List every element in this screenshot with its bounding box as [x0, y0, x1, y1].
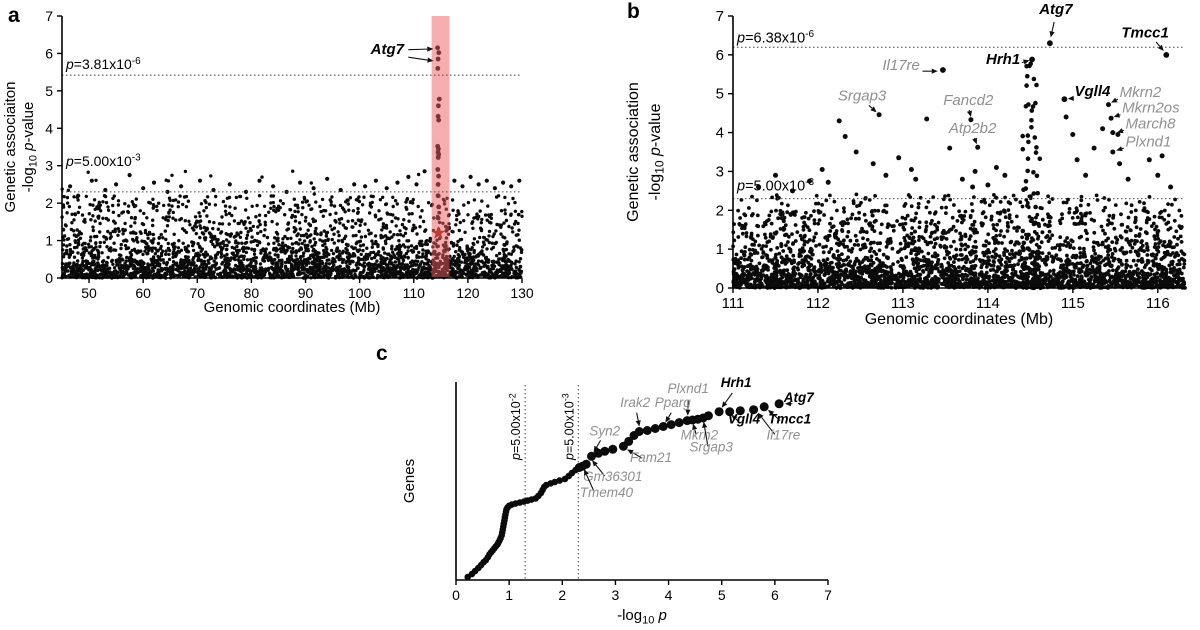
- gene-label-mkrn2os: Mkrn2os: [1122, 99, 1180, 116]
- axes: 50 60 70 80 90 100 110 120 130 0 1 2 3 4 5 6 7 Genomic co…: [45, 8, 534, 316]
- svg-text:Genetic associaiton: Genetic associaiton: [2, 82, 19, 213]
- gene-annotations: Atg7 Tmcc1 Hrh1 Il17re Vgll4 Srgap3 Fancd2 Atp2…: [838, 1, 1180, 152]
- gene-label-mkrn2: Mkrn2: [1120, 84, 1162, 101]
- gene-label-mkrn2: Mkrn2: [681, 427, 719, 442]
- gene-label-march8: March8: [1126, 116, 1177, 133]
- svg-text:3: 3: [45, 158, 53, 174]
- gene-annotations: Atg7: [370, 41, 434, 63]
- svg-text:-log10 p-value: -log10 p-value: [20, 102, 39, 193]
- svg-text:1: 1: [45, 233, 53, 249]
- gene-label-atg7: Atg7: [1038, 1, 1073, 18]
- gene-label-il17re: Il17re: [767, 427, 801, 442]
- svg-text:Genomic coordinates (Mb): Genomic coordinates (Mb): [204, 299, 381, 316]
- gene-label-tmcc1: Tmcc1: [768, 412, 811, 427]
- svg-text:90: 90: [298, 285, 314, 301]
- svg-text:p=5.00x10-3: p=5.00x10-3: [65, 153, 141, 169]
- gene-label-atp2b2: Atp2b2: [948, 120, 997, 137]
- gene-label-fam21: Fam21: [630, 450, 672, 465]
- gene-label-tmcc1: Tmcc1: [1121, 24, 1169, 41]
- panel-letter-c: c: [376, 342, 388, 365]
- svg-text:100: 100: [348, 285, 372, 301]
- gene-label-gm36301: Gm36301: [583, 469, 642, 484]
- gene-label-hrh1: Hrh1: [986, 51, 1020, 68]
- svg-text:70: 70: [190, 285, 206, 301]
- panel-a-manhattan-plot: p=3.81x10-6 p=5.00x10-3 50 60 70 80 90 100 110 12…: [0, 0, 560, 335]
- svg-text:6: 6: [45, 45, 53, 61]
- scatter-points: [731, 40, 1187, 291]
- panel-letter-a: a: [8, 4, 20, 27]
- svg-text:5: 5: [45, 83, 53, 99]
- gene-label-pparg: Pparg: [655, 395, 692, 410]
- y-axis-title: Genetic associaiton -log10 p-value: [2, 82, 39, 213]
- gene-label-srgap3: Srgap3: [838, 88, 887, 105]
- panel-c-chart-svg: 0 1 2 3 4 5 6 7-log10 pp=5.00x10-2p=5.00x10-3 Ge…: [401, 375, 832, 626]
- highlight-band: [431, 16, 450, 278]
- svg-text:7: 7: [45, 8, 53, 24]
- gene-label-vgll4: Vgll4: [1075, 83, 1112, 100]
- panel-b-manhattan-plot: p=6.38x10-6 p=5.00x10-3 111 112 113 114 115 116…: [618, 0, 1200, 340]
- y-axis-title: Genetic association -log10 p-value: [625, 82, 667, 222]
- gene-label-plxnd1: Plxnd1: [668, 381, 709, 396]
- gene-label-il17re: Il17re: [882, 57, 920, 74]
- scatter-points: [464, 399, 784, 581]
- threshold-lines: p=5.00x10-2p=5.00x10-3: [507, 385, 579, 580]
- gene-label-atg7: Atg7: [783, 390, 815, 405]
- svg-text:50: 50: [81, 285, 97, 301]
- axes: 0 1 2 3 4 5 6 7-log10 p: [452, 382, 832, 626]
- gene-label-vgll4: Vgll4: [728, 412, 761, 427]
- panel-c-rank-curve-plot: 0 1 2 3 4 5 6 7 -log10 p p=5.00x10-2 p=5.00x10-3 Ge…: [368, 342, 860, 630]
- svg-text:80: 80: [244, 285, 260, 301]
- panel-a-chart-svg: p=3.81x10-6p=5.00x10-350 60 70 80 90 100 110 12…: [2, 8, 534, 316]
- svg-text:0: 0: [45, 270, 53, 286]
- svg-text:p=3.81x10-6: p=3.81x10-6: [65, 56, 141, 72]
- svg-text:120: 120: [456, 285, 480, 301]
- svg-text:110: 110: [403, 285, 426, 301]
- threshold-lines: p=6.38x10-6p=5.00x10-3: [733, 29, 1185, 200]
- svg-text:2: 2: [45, 195, 53, 211]
- y-axis-title: Genes: [401, 459, 418, 503]
- gene-label-tmem40: Tmem40: [580, 485, 634, 500]
- gene-label-plxnd1: Plxnd1: [1126, 134, 1172, 151]
- svg-text:4: 4: [45, 120, 53, 136]
- gene-label-hrh1: Hrh1: [721, 375, 752, 390]
- gene-label-atg7: Atg7: [370, 41, 405, 58]
- gene-label-irak2: Irak2: [620, 395, 651, 410]
- svg-text:130: 130: [510, 285, 534, 301]
- gene-label-fancd2: Fancd2: [943, 92, 994, 109]
- svg-text:60: 60: [135, 285, 151, 301]
- gene-label-srgap3: Srgap3: [689, 439, 733, 454]
- threshold-lines: p=3.81x10-6 p=5.00x10-3: [62, 56, 522, 193]
- panel-letter-b: b: [627, 0, 640, 23]
- gene-annotations: Plxnd1 Hrh1 Atg7 Irak2 Pparg Vgll4 Tmcc1 Syn2 Mk…: [580, 375, 816, 500]
- gene-label-syn2: Syn2: [589, 424, 620, 439]
